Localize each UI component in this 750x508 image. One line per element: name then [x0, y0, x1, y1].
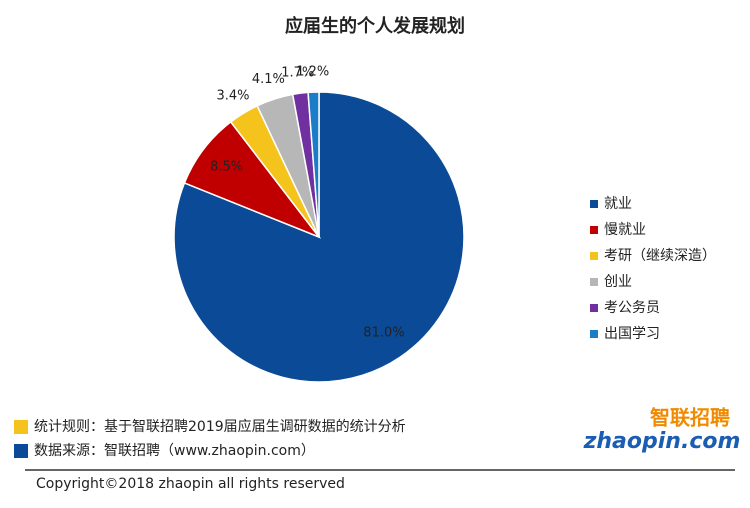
note: 数据来源：智联招聘（www.zhaopin.com）: [34, 443, 315, 459]
legend-swatch: [590, 226, 598, 234]
note-marker: [14, 420, 28, 434]
legend-swatch: [590, 252, 598, 260]
legend-label: 考研（继续深造）: [604, 247, 716, 264]
legend-swatch: [590, 200, 598, 208]
data-label: 81.0%: [363, 326, 404, 341]
legend-swatch: [590, 330, 598, 338]
legend-label: 慢就业: [604, 221, 646, 238]
note: 统计规则：基于智联招聘2019届应届生调研数据的统计分析: [34, 418, 406, 435]
data-label: 1.2%: [296, 64, 329, 79]
legend-swatch: [590, 278, 598, 286]
legend-label: 考公务员: [604, 300, 660, 316]
copyright: Copyright©2018 zhaopin all rights reserv…: [36, 476, 345, 492]
pie-slice: [307, 91, 320, 238]
data-label: 3.4%: [216, 88, 249, 103]
note-marker: [14, 444, 28, 458]
chart-title: 应届生的个人发展规划: [285, 15, 465, 37]
legend-label: 创业: [604, 274, 632, 290]
logo-domain: zhaopin.com: [583, 429, 741, 454]
data-label: 1.7%: [281, 66, 314, 81]
data-label: 8.5%: [210, 159, 243, 174]
legend-label: 就业: [604, 196, 632, 212]
logo-brand: 智联招聘: [650, 406, 730, 430]
data-label: 4.1%: [252, 72, 285, 87]
legend-swatch: [590, 304, 598, 312]
legend-label: 出国学习: [604, 326, 660, 342]
